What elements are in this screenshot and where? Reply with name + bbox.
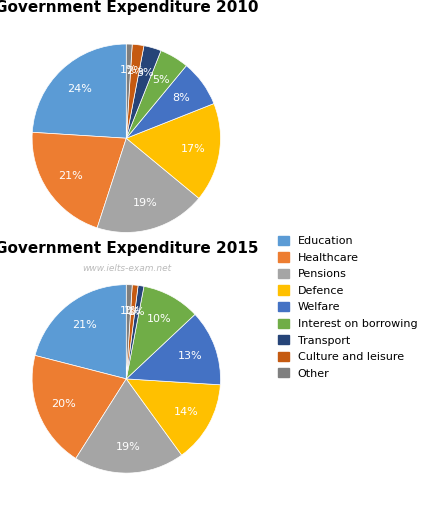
Wedge shape bbox=[126, 44, 132, 138]
Wedge shape bbox=[126, 379, 220, 455]
Text: 14%: 14% bbox=[173, 407, 198, 417]
Wedge shape bbox=[32, 355, 126, 458]
Text: 24%: 24% bbox=[67, 84, 92, 94]
Title: Government Expenditure 2015: Government Expenditure 2015 bbox=[0, 241, 258, 256]
Wedge shape bbox=[76, 379, 182, 473]
Wedge shape bbox=[126, 285, 138, 379]
Text: 2%: 2% bbox=[126, 66, 144, 76]
Text: 5%: 5% bbox=[152, 75, 170, 85]
Text: 3%: 3% bbox=[136, 68, 154, 78]
Wedge shape bbox=[97, 138, 199, 232]
Text: 8%: 8% bbox=[172, 93, 190, 103]
Title: Government Expenditure 2010: Government Expenditure 2010 bbox=[0, 0, 258, 15]
Text: 21%: 21% bbox=[72, 321, 97, 330]
Text: www.ielts-exam.net: www.ielts-exam.net bbox=[82, 264, 171, 273]
Text: 1%: 1% bbox=[120, 306, 137, 316]
Text: 1%: 1% bbox=[124, 306, 141, 316]
Text: 10%: 10% bbox=[147, 314, 171, 325]
Wedge shape bbox=[126, 286, 195, 379]
Wedge shape bbox=[126, 66, 214, 138]
Wedge shape bbox=[126, 46, 161, 138]
Wedge shape bbox=[126, 285, 132, 379]
Wedge shape bbox=[126, 51, 187, 138]
Wedge shape bbox=[126, 285, 144, 379]
Wedge shape bbox=[35, 285, 126, 379]
Text: 19%: 19% bbox=[116, 442, 141, 452]
Wedge shape bbox=[32, 132, 126, 228]
Text: 1%: 1% bbox=[120, 66, 137, 75]
Text: 1%: 1% bbox=[128, 307, 146, 317]
Wedge shape bbox=[126, 44, 144, 138]
Wedge shape bbox=[126, 103, 221, 198]
Text: 19%: 19% bbox=[133, 198, 157, 208]
Text: 13%: 13% bbox=[178, 351, 203, 361]
Legend: Education, Healthcare, Pensions, Defence, Welfare, Interest on borrowing, Transp: Education, Healthcare, Pensions, Defence… bbox=[276, 233, 420, 381]
Text: 21%: 21% bbox=[58, 172, 83, 181]
Text: 20%: 20% bbox=[51, 399, 76, 409]
Wedge shape bbox=[32, 44, 126, 138]
Text: 17%: 17% bbox=[181, 144, 206, 154]
Wedge shape bbox=[126, 314, 221, 385]
